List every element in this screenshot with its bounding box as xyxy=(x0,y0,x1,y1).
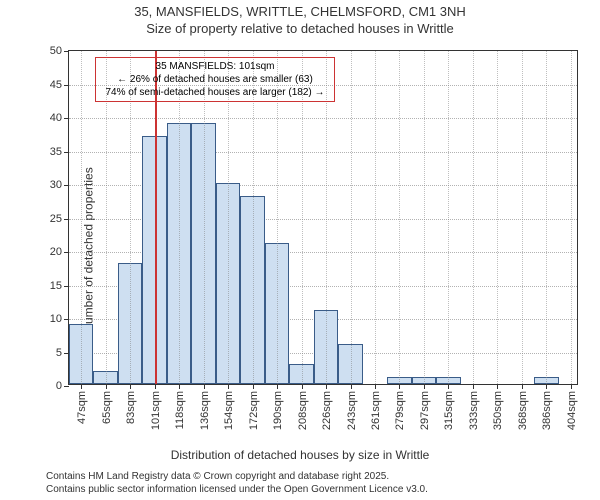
x-tick-label: 226sqm xyxy=(319,391,333,430)
gridline-v xyxy=(424,51,425,384)
footer-attribution: Contains HM Land Registry data © Crown c… xyxy=(46,470,428,496)
x-tick-mark xyxy=(546,384,547,389)
gridline-v xyxy=(351,51,352,384)
x-tick-label: 368sqm xyxy=(515,391,529,430)
x-tick-mark xyxy=(106,384,107,389)
x-tick-mark xyxy=(253,384,254,389)
y-tick-label: 10 xyxy=(50,313,69,325)
x-tick-label: 243sqm xyxy=(344,391,358,430)
x-tick-mark xyxy=(204,384,205,389)
annotation-line: ← 26% of detached houses are smaller (63… xyxy=(100,73,330,86)
x-tick-mark xyxy=(571,384,572,389)
y-tick-label: 45 xyxy=(50,79,69,91)
y-tick-label: 25 xyxy=(50,213,69,225)
x-tick-label: 297sqm xyxy=(417,391,431,430)
chart-container: 35, MANSFIELDS, WRITTLE, CHELMSFORD, CM1… xyxy=(0,0,600,500)
x-tick-mark xyxy=(399,384,400,389)
y-tick-label: 40 xyxy=(50,112,69,124)
x-tick-mark xyxy=(302,384,303,389)
x-tick-label: 350sqm xyxy=(490,391,504,430)
x-tick-mark xyxy=(277,384,278,389)
gridline-v xyxy=(571,51,572,384)
x-tick-mark xyxy=(375,384,376,389)
x-tick-label: 404sqm xyxy=(564,391,578,430)
annotation-line: 35 MANSFIELDS: 101sqm xyxy=(100,60,330,73)
x-tick-mark xyxy=(351,384,352,389)
x-tick-mark xyxy=(497,384,498,389)
y-tick-label: 15 xyxy=(50,280,69,292)
x-tick-label: 190sqm xyxy=(270,391,284,430)
x-tick-label: 47sqm xyxy=(74,391,88,424)
x-tick-label: 261sqm xyxy=(368,391,382,430)
gridline-v xyxy=(522,51,523,384)
x-tick-label: 208sqm xyxy=(295,391,309,430)
x-tick-label: 154sqm xyxy=(221,391,235,430)
footer-line-2: Contains public sector information licen… xyxy=(46,483,428,496)
gridline-v xyxy=(375,51,376,384)
x-tick-mark xyxy=(179,384,180,389)
y-tick-label: 20 xyxy=(50,246,69,258)
gridline-h xyxy=(69,118,577,119)
plot-inner: 0510152025303540455047sqm65sqm83sqm101sq… xyxy=(69,51,577,384)
title-line-1: 35, MANSFIELDS, WRITTLE, CHELMSFORD, CM1… xyxy=(0,4,600,21)
y-tick-label: 30 xyxy=(50,179,69,191)
x-tick-label: 136sqm xyxy=(197,391,211,430)
x-tick-mark xyxy=(473,384,474,389)
x-tick-label: 172sqm xyxy=(246,391,260,430)
y-tick-label: 50 xyxy=(50,45,69,57)
gridline-v xyxy=(546,51,547,384)
y-tick-label: 0 xyxy=(56,380,69,392)
y-tick-label: 35 xyxy=(50,146,69,158)
x-tick-mark xyxy=(228,384,229,389)
x-tick-mark xyxy=(448,384,449,389)
x-tick-mark xyxy=(155,384,156,389)
x-axis-label: Distribution of detached houses by size … xyxy=(0,448,600,462)
x-tick-label: 386sqm xyxy=(539,391,553,430)
gridline-v xyxy=(399,51,400,384)
gridline-v xyxy=(497,51,498,384)
x-tick-mark xyxy=(81,384,82,389)
gridline-v xyxy=(473,51,474,384)
annotation-box: 35 MANSFIELDS: 101sqm← 26% of detached h… xyxy=(95,57,335,102)
plot-area: 0510152025303540455047sqm65sqm83sqm101sq… xyxy=(68,50,578,385)
x-tick-label: 315sqm xyxy=(441,391,455,430)
gridline-v xyxy=(81,51,82,384)
footer-line-1: Contains HM Land Registry data © Crown c… xyxy=(46,470,428,483)
y-tick-label: 5 xyxy=(56,347,69,359)
gridline-v xyxy=(448,51,449,384)
x-tick-label: 65sqm xyxy=(99,391,113,424)
x-tick-label: 83sqm xyxy=(123,391,137,424)
x-tick-mark xyxy=(130,384,131,389)
x-tick-mark xyxy=(522,384,523,389)
title-line-2: Size of property relative to detached ho… xyxy=(0,21,600,38)
x-tick-mark xyxy=(424,384,425,389)
chart-title: 35, MANSFIELDS, WRITTLE, CHELMSFORD, CM1… xyxy=(0,4,600,38)
annotation-line: 74% of semi-detached houses are larger (… xyxy=(100,86,330,99)
x-tick-label: 333sqm xyxy=(466,391,480,430)
x-tick-label: 118sqm xyxy=(172,391,186,429)
x-tick-label: 279sqm xyxy=(392,391,406,430)
x-tick-mark xyxy=(326,384,327,389)
x-tick-label: 101sqm xyxy=(148,391,162,430)
